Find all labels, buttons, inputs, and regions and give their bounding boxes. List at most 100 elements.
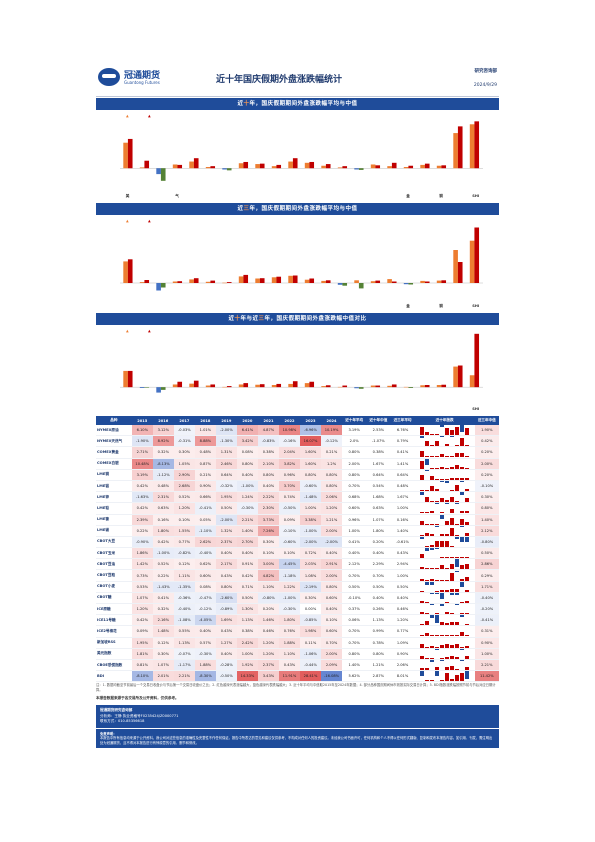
bar-s1-7 — [243, 274, 249, 283]
table-cell: 3.82% — [278, 458, 301, 470]
spark-bar — [420, 460, 425, 469]
table-cell: 2.39% — [131, 514, 153, 526]
spark-bar — [430, 604, 435, 606]
source-line: 本报告数据来源于各交易所及公开资料，仅供参考。 — [96, 696, 179, 701]
table-cell: 1.40% — [390, 525, 415, 537]
table-cell: 16.07% — [300, 435, 322, 448]
spark-bar — [425, 657, 430, 659]
table-cell: 1.40% — [342, 659, 367, 672]
analyst-line: 分析师：王静 执业资格号F0235424/Z0000771 — [100, 713, 179, 718]
spark-bar — [465, 489, 470, 492]
spark-bar — [450, 497, 455, 503]
table-cell: -1.06% — [300, 648, 322, 660]
spark-bar — [445, 503, 450, 505]
table-cell: 4.82% — [257, 569, 279, 582]
spark-bar — [455, 622, 460, 626]
bar-s1-18 — [424, 385, 430, 388]
sparkline-cell — [414, 536, 475, 549]
spark-bar — [440, 534, 445, 536]
table-cell: 1.60% — [300, 446, 322, 459]
bar-s0-2 — [156, 387, 161, 393]
bar-s1-18 — [424, 163, 430, 169]
spark-bar — [435, 489, 440, 492]
table-cell: 0.90% — [390, 648, 415, 660]
spark-bar — [450, 527, 455, 536]
table-cell: 0.42% — [152, 536, 174, 549]
bar-s0-16 — [387, 279, 392, 283]
spark-bar — [455, 503, 460, 505]
table-cell: 0.11% — [300, 637, 322, 649]
spark-bar — [435, 635, 440, 637]
table-cell: -2.00% — [321, 536, 343, 549]
table-cell: 1.07% — [366, 514, 391, 526]
bar-s1-14 — [358, 387, 364, 389]
table-cell: 0.80% — [366, 648, 391, 660]
table-cell: 1.01% — [194, 425, 216, 437]
table-cell: 1.69% — [215, 614, 237, 627]
table-header-cell: 2021 — [257, 416, 279, 425]
spark-bar — [465, 671, 470, 680]
table-row: LME铜 3.19% -1.12% 2.90% 0.21% 0.64% 0.40% 0.80%… — [96, 469, 499, 481]
table-header-cell: 2015 — [131, 416, 153, 425]
bar-s0-19 — [436, 165, 442, 169]
spark-bar — [465, 577, 470, 581]
table-cell: 0.80% — [257, 469, 279, 481]
table-cell: 1.81% — [131, 648, 153, 660]
table-cell: 0.48% — [194, 446, 216, 459]
table-cell: 1.09% — [390, 637, 415, 649]
table-cell: 1.88% — [278, 637, 301, 649]
table-cell: 0.79% — [390, 435, 415, 448]
spark-bar — [420, 600, 425, 603]
bar-s1-14 — [358, 168, 364, 170]
spark-bar — [460, 565, 465, 570]
bar-s1-11 — [309, 381, 315, 388]
table-cell: 0.38% — [366, 446, 391, 459]
table-cell: 1.71% — [474, 581, 499, 593]
table-cell: -1.00% — [236, 480, 258, 493]
bar-s1-16 — [391, 384, 397, 388]
bar-s1-3 — [177, 281, 183, 283]
spark-bar — [440, 645, 445, 648]
sparkline-cell — [414, 648, 475, 660]
table-cell: -1.07% — [366, 435, 391, 448]
spark-bar — [460, 673, 465, 682]
bar-s0-15 — [370, 164, 376, 169]
data-table: 品种 2015 2016 2017 2018 2019 2020 2021 2022 2023 20… — [96, 416, 499, 683]
department-label: 研究咨询部 — [474, 69, 498, 74]
spark-bar — [440, 680, 445, 682]
bar-s0-5 — [205, 385, 211, 388]
spark-bar — [450, 478, 455, 480]
table-cell: 0.46% — [257, 625, 279, 638]
spark-bar — [430, 523, 435, 525]
spark-bar — [455, 484, 460, 492]
table-cell: 0.43% — [390, 547, 415, 560]
spark-bar — [440, 425, 445, 428]
spark-bar — [435, 579, 440, 581]
spark-bar — [435, 455, 440, 458]
table-cell: 0.70% — [342, 480, 367, 493]
table-cell: 0.41% — [390, 446, 415, 459]
bar-s0-12 — [321, 165, 326, 169]
spark-bar — [460, 613, 465, 615]
table-cell: -0.89% — [215, 603, 237, 616]
table-cell: 1.20% — [390, 614, 415, 627]
legend-mark-1: ▲ — [148, 114, 151, 118]
company-logo: 冠通期货 Guantong Futures — [98, 68, 180, 92]
bar-s1-19 — [441, 280, 447, 283]
bar-s1-16 — [391, 162, 397, 169]
row-name: CBOT豆粕 — [96, 569, 132, 582]
table-cell: 2.21% — [474, 659, 499, 672]
spark-bar — [465, 655, 470, 659]
table-cell: 0.32% — [152, 446, 174, 459]
spark-bar — [425, 568, 430, 570]
table-cell: 1.48% — [152, 625, 174, 638]
category-label-21: SHI — [472, 304, 479, 308]
row-name: CBOT玉米 — [96, 547, 132, 560]
table-cell: 0.43% — [215, 569, 237, 582]
table-cell: -0.10% — [342, 592, 367, 605]
bar-s0-20 — [453, 366, 458, 388]
table-cell: 0.50% — [474, 547, 499, 560]
table-cell: 0.87% — [194, 458, 216, 470]
row-name: COMEX黄金 — [96, 446, 132, 459]
table-cell: -1.35% — [173, 581, 195, 593]
